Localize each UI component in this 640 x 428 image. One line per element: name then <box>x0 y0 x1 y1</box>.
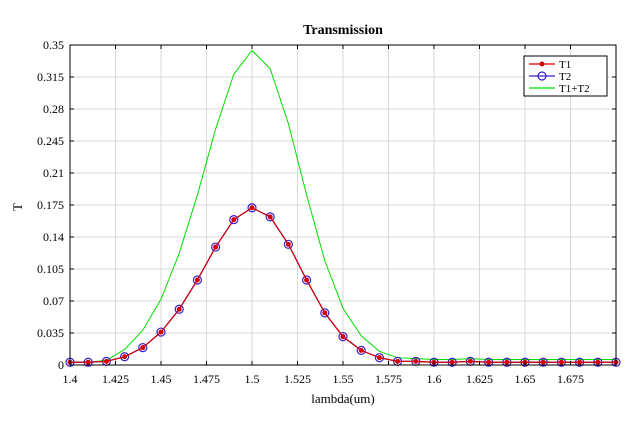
x-tick-label: 1.525 <box>284 372 311 386</box>
data-point <box>540 359 546 365</box>
data-point <box>322 310 328 316</box>
data-point <box>192 275 202 285</box>
y-axis-label: T <box>10 203 25 211</box>
data-point <box>119 352 130 362</box>
data-point <box>194 277 200 283</box>
data-point <box>374 353 384 363</box>
x-tick-label: 1.6 <box>427 372 442 386</box>
data-point <box>413 358 419 364</box>
data-point <box>285 241 291 247</box>
x-tick-label: 1.45 <box>151 372 172 386</box>
data-point <box>338 332 348 342</box>
y-tick-label: 0.315 <box>37 70 64 84</box>
data-point <box>302 275 312 285</box>
x-tick-label: 1.5 <box>245 372 260 386</box>
y-tick-label: 0.175 <box>37 198 64 212</box>
data-point <box>211 242 221 252</box>
data-point <box>247 203 257 213</box>
y-tick-label: 0.245 <box>37 134 64 148</box>
series-t1 <box>67 205 619 365</box>
data-point <box>504 359 510 365</box>
data-point <box>156 327 166 337</box>
x-tick-label: 1.475 <box>193 372 220 386</box>
y-tick-label: 0.14 <box>43 230 64 244</box>
data-point <box>213 244 219 250</box>
data-point <box>467 358 473 364</box>
data-point <box>176 306 182 312</box>
y-tick-label: 0.105 <box>37 262 64 276</box>
x-tick-label: 1.425 <box>102 372 129 386</box>
legend-label: T1 <box>559 59 571 71</box>
x-tick-label: 1.575 <box>375 372 402 386</box>
data-point <box>376 355 382 361</box>
data-point <box>395 358 401 364</box>
data-point <box>85 359 91 365</box>
y-tick-label: 0.21 <box>43 166 64 180</box>
data-point <box>140 345 146 351</box>
series-t1-t2 <box>70 49 616 363</box>
x-tick-label: 1.625 <box>466 372 493 386</box>
x-tick-label: 1.4 <box>63 372 78 386</box>
data-point <box>304 277 310 283</box>
data-point <box>249 205 255 211</box>
legend-marker <box>539 61 545 67</box>
legend-label: T1+T2 <box>559 83 590 95</box>
data-point <box>558 359 564 365</box>
data-point <box>486 359 492 365</box>
y-tick-label: 0 <box>58 358 64 372</box>
data-point <box>267 214 273 220</box>
data-point <box>320 308 330 318</box>
data-point <box>356 345 366 355</box>
data-point <box>340 334 346 340</box>
x-tick-label: 1.675 <box>557 372 584 386</box>
chart-title: Transmission <box>303 23 383 38</box>
x-tick-label: 1.55 <box>333 372 354 386</box>
data-point <box>138 343 148 353</box>
legend-marker <box>537 71 547 81</box>
data-point <box>103 358 109 364</box>
data-point <box>577 359 583 365</box>
x-axis-label: lambda(um) <box>311 391 375 406</box>
data-point <box>231 217 237 223</box>
series-line <box>70 49 616 363</box>
data-point <box>358 347 364 353</box>
y-tick-label: 0.035 <box>37 326 64 340</box>
data-point <box>265 212 275 222</box>
legend-label: T2 <box>559 71 571 83</box>
data-point <box>174 304 184 314</box>
ticks: 1.4 1.425 1.45 1.475 1.5 1.525 1.55 1.575 1.6 1.6… <box>37 38 616 386</box>
data-point <box>595 359 601 365</box>
y-tick-label: 0.28 <box>43 102 64 116</box>
data-point <box>449 359 455 365</box>
data-point <box>229 215 239 225</box>
x-tick-label: 1.65 <box>515 372 536 386</box>
y-tick-label: 0.35 <box>43 38 64 52</box>
data-point <box>158 329 164 335</box>
y-tick-label: 0.07 <box>43 294 64 308</box>
data-point <box>283 239 293 249</box>
data-point <box>122 354 128 360</box>
